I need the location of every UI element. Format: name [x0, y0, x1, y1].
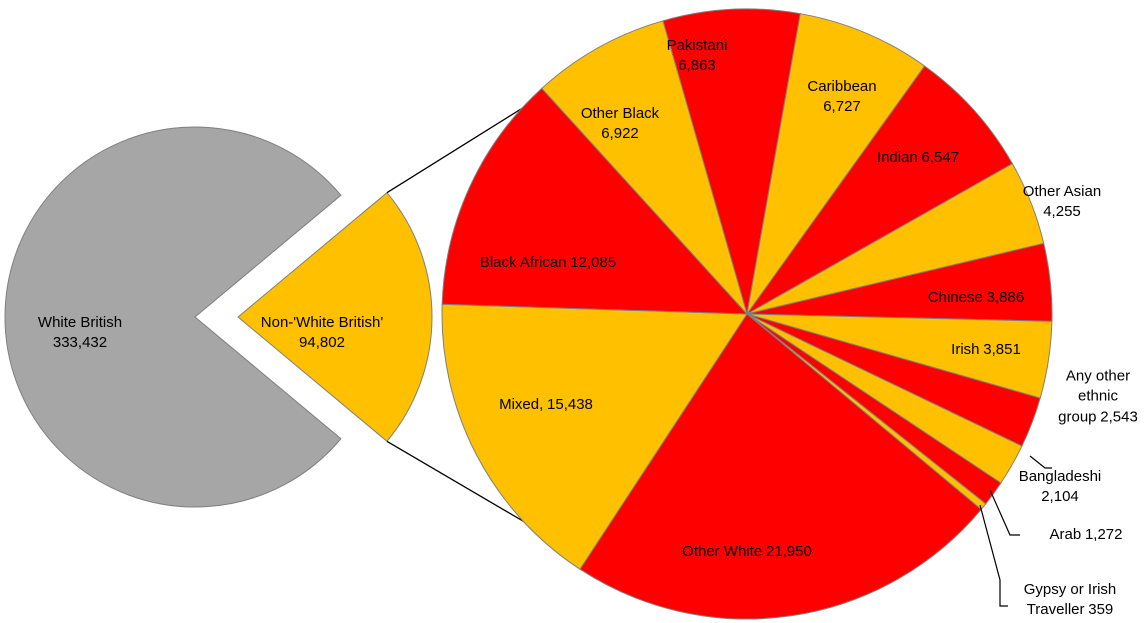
data-label: Caribbean 6,727 — [792, 77, 892, 118]
data-label: Arab 1,272 — [1021, 525, 1148, 545]
data-label: Bangladeshi 2,104 — [1005, 467, 1115, 508]
data-label: Black African 12,085 — [438, 253, 658, 273]
pie-slice — [541, 20, 748, 315]
value-label: 15,438 — [547, 395, 593, 413]
category-label: Bangladeshi — [1018, 467, 1102, 485]
pie-slice — [746, 13, 926, 315]
value-label: 3,886 — [986, 288, 1025, 306]
value-label: 94,802 — [299, 334, 345, 351]
category-label: Chinese — [927, 288, 983, 306]
category-label: Other Black — [580, 104, 660, 122]
pie-slice — [4, 126, 342, 508]
category-label: Non-'White British' — [260, 313, 384, 331]
value-label: 6,547 — [921, 148, 960, 166]
value-label: 333,432 — [52, 334, 108, 351]
value-label: 2,104 — [1041, 488, 1079, 505]
category-label: White British — [37, 313, 123, 331]
category-label: Any other ethnic group — [1058, 367, 1131, 426]
data-label: Chinese 3,886 — [891, 288, 1061, 308]
value-label: 6,922 — [601, 125, 639, 142]
category-label: Indian — [876, 148, 918, 166]
data-label: Other White 21,950 — [637, 542, 857, 562]
data-label: White British 333,432 — [10, 313, 150, 354]
value-label: 359 — [1088, 601, 1114, 618]
category-label: Mixed, — [499, 395, 544, 413]
pie-slice — [441, 303, 748, 570]
data-label: Non-'White British' 94,802 — [242, 313, 402, 354]
pie-slice — [579, 313, 982, 620]
leader-line — [1029, 455, 1052, 469]
value-label: 12,085 — [570, 253, 617, 271]
pie-slice — [746, 65, 1014, 315]
connector-line — [386, 93, 546, 194]
leader-line — [979, 504, 1008, 607]
category-label: Gypsy or Irish Traveller — [1023, 580, 1117, 618]
data-label: Gypsy or Irish Traveller 359 — [1010, 580, 1130, 621]
value-label: 3,851 — [983, 340, 1021, 358]
pie-slice — [662, 8, 801, 315]
data-label: Pakistani 6,863 — [647, 36, 747, 77]
data-label: Other Black 6,922 — [565, 104, 675, 145]
category-label: Black African — [479, 253, 567, 271]
category-label: Pakistani — [666, 36, 728, 54]
data-label: Indian 6,547 — [833, 148, 1003, 168]
value-label: 6,863 — [678, 57, 716, 74]
value-label: 6,727 — [823, 98, 861, 115]
data-label: Irish 3,851 — [911, 340, 1061, 360]
data-label: Any other ethnic group 2,543 — [1057, 367, 1139, 428]
pie-slice — [237, 191, 433, 443]
leader-line — [989, 489, 1020, 536]
connector-line — [386, 440, 546, 535]
category-label: Arab — [1049, 525, 1082, 543]
category-label: Other Asian — [1022, 182, 1102, 200]
data-label: Other Asian 4,255 — [1007, 182, 1117, 223]
value-label: 2,543 — [1100, 408, 1138, 426]
category-label: Caribbean — [807, 77, 877, 95]
category-label: Other White — [682, 542, 763, 560]
pie-slice — [441, 87, 749, 315]
value-label: 4,255 — [1043, 203, 1081, 220]
data-label: Mixed, 15,438 — [461, 395, 631, 415]
category-label: Irish — [951, 340, 980, 358]
value-label: 21,950 — [765, 542, 812, 560]
value-label: 1,272 — [1084, 525, 1123, 543]
